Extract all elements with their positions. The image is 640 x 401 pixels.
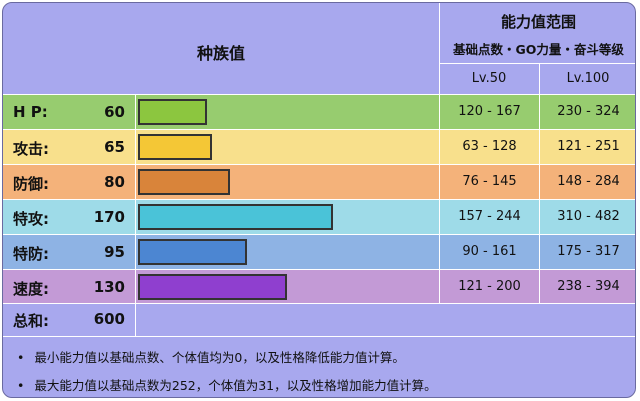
range-lv100: 238 - 394 xyxy=(557,279,620,294)
range-lv50: 63 - 128 xyxy=(462,139,517,154)
header-base-stats: 种族值 xyxy=(3,3,439,94)
range-lv100: 310 - 482 xyxy=(557,209,620,224)
stat-label: 速度: xyxy=(13,280,49,298)
stat-value: 60 xyxy=(104,103,125,121)
stat-row: 防御: 80 76 - 145 148 - 284 xyxy=(3,165,635,199)
range-lv100: 121 - 251 xyxy=(557,139,620,154)
range-lv50: 120 - 167 xyxy=(458,104,521,119)
stat-value: 170 xyxy=(93,208,125,226)
base-stats-title: 种族值 xyxy=(196,44,245,63)
stat-label: 特攻: xyxy=(13,210,49,228)
range-lv50: 90 - 161 xyxy=(462,244,517,259)
range-lv100: 175 - 317 xyxy=(557,244,620,259)
stat-bar xyxy=(138,274,287,300)
stat-label: 特防: xyxy=(13,245,49,263)
stat-row: 特防: 95 90 - 161 175 - 317 xyxy=(3,235,635,269)
note-item: • 最大能力值以基础点数为252，个体值为31，以及性格增加能力值计算。 xyxy=(17,375,437,394)
header-lv100: Lv.100 xyxy=(566,71,610,86)
total-value: 600 xyxy=(93,310,125,328)
stat-row: 特攻: 170 157 - 244 310 - 482 xyxy=(3,200,635,234)
range-lv100: 230 - 324 xyxy=(557,104,620,119)
total-row: 总和: 600 xyxy=(3,303,635,336)
stat-value: 130 xyxy=(93,278,125,296)
header-range: 能力值范围 基础点数・GO力量・奋斗等级 Lv.50 Lv.100 xyxy=(440,3,635,94)
stat-bar xyxy=(138,134,212,160)
note-item: • 最小能力值以基础点数、个体值均为0，以及性格降低能力值计算。 xyxy=(17,347,405,366)
stat-bar xyxy=(138,239,247,265)
range-lv50: 157 - 244 xyxy=(458,209,521,224)
stat-bar xyxy=(138,204,333,230)
stat-bar xyxy=(138,169,230,195)
stat-value: 65 xyxy=(104,138,125,156)
note-text: 最大能力值以基础点数为252，个体值为31，以及性格增加能力值计算。 xyxy=(34,378,437,393)
range-lv100: 148 - 284 xyxy=(557,174,620,189)
range-lv50: 121 - 200 xyxy=(458,279,521,294)
range-title: 能力值范围 xyxy=(500,13,576,31)
bullet-icon: • xyxy=(17,350,25,365)
stat-value: 95 xyxy=(104,243,125,261)
range-subtitle: 基础点数・GO力量・奋斗等级 xyxy=(453,42,624,57)
stat-label: 防御: xyxy=(13,175,49,193)
note-text: 最小能力值以基础点数、个体值均为0，以及性格降低能力值计算。 xyxy=(34,350,405,365)
range-lv50: 76 - 145 xyxy=(462,174,517,189)
stat-row: 速度: 130 121 - 200 238 - 394 xyxy=(3,270,635,304)
stat-row: H P: 60 120 - 167 230 - 324 xyxy=(3,95,635,129)
notes-area: • 最小能力值以基础点数、个体值均为0，以及性格降低能力值计算。 • 最大能力值… xyxy=(3,337,635,397)
stat-label: H P: xyxy=(13,103,48,121)
stat-label: 攻击: xyxy=(13,140,49,158)
total-label: 总和: xyxy=(13,312,49,330)
header-lv50: Lv.50 xyxy=(471,71,507,86)
stat-value: 80 xyxy=(104,173,125,191)
stats-table: 种族值 能力值范围 基础点数・GO力量・奋斗等级 Lv.50 Lv.100 H … xyxy=(2,2,636,398)
stat-row: 攻击: 65 63 - 128 121 - 251 xyxy=(3,130,635,164)
stat-bar xyxy=(138,99,207,125)
bullet-icon: • xyxy=(17,378,25,393)
